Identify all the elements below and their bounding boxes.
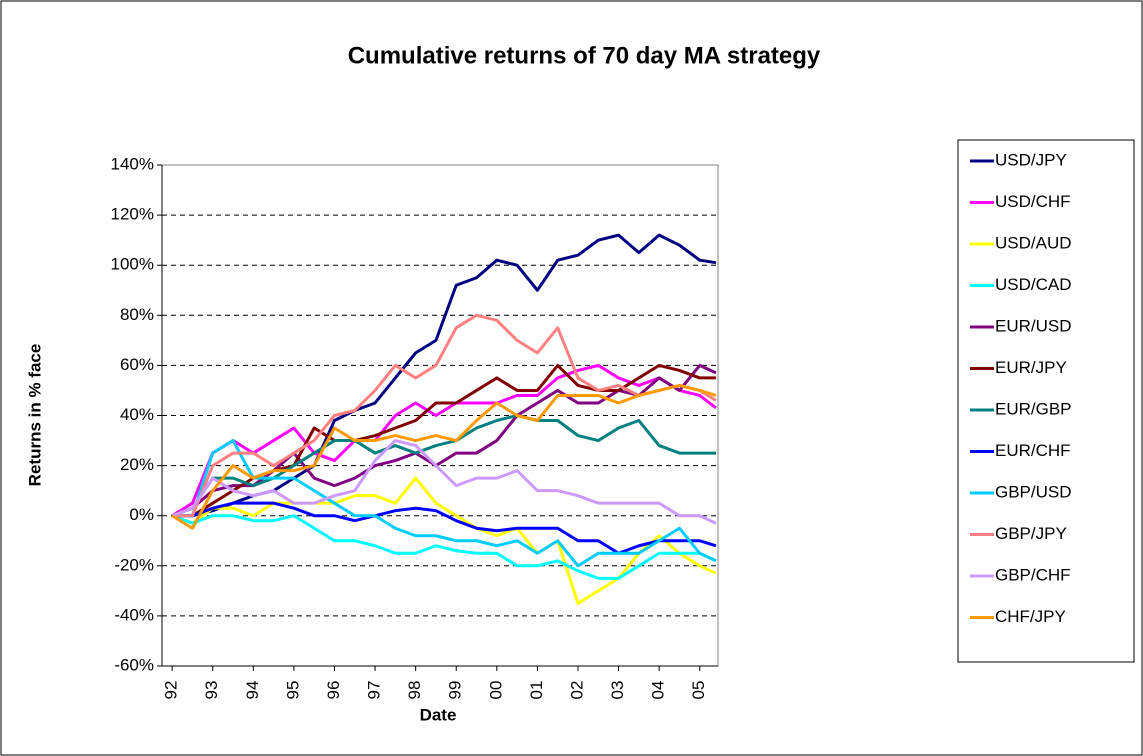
series-line <box>171 414 716 518</box>
x-tick-label: 96 <box>324 681 343 700</box>
series-line <box>171 439 717 525</box>
series-line <box>171 363 717 517</box>
legend-label: CHF/JPY <box>995 607 1066 626</box>
x-tick-label: 97 <box>365 681 384 700</box>
x-tick-label: 92 <box>162 681 181 700</box>
x-tick-label: 95 <box>283 681 302 700</box>
legend-label: USD/JPY <box>995 150 1067 169</box>
y-tick-label: 140% <box>111 154 154 173</box>
series-line <box>171 476 717 605</box>
x-tick-label: 00 <box>486 681 505 700</box>
y-tick-label: -60% <box>114 655 154 674</box>
y-tick-label: 60% <box>120 355 154 374</box>
y-tick-label: 20% <box>120 455 154 474</box>
y-tick-label: 100% <box>111 255 154 274</box>
legend-label: GBP/JPY <box>995 524 1067 543</box>
x-tick-label: 98 <box>405 681 424 700</box>
x-tick-label: 04 <box>649 681 668 700</box>
series-line <box>172 501 717 555</box>
legend-label: GBP/USD <box>995 482 1072 501</box>
series-line <box>171 514 717 580</box>
x-tick-label: 01 <box>527 681 546 700</box>
legend-label: USD/CHF <box>995 192 1071 211</box>
legend-label: EUR/GBP <box>995 399 1072 418</box>
y-tick-label: 0% <box>129 505 154 524</box>
y-tick-label: -20% <box>114 555 154 574</box>
y-tick-label: 120% <box>111 205 154 224</box>
legend-label: EUR/CHF <box>995 441 1071 460</box>
legend-label: GBP/CHF <box>995 565 1071 584</box>
x-tick-label: 05 <box>689 681 708 700</box>
series-line <box>171 383 717 530</box>
series-line <box>172 313 717 518</box>
x-tick-label: 99 <box>446 681 465 700</box>
chart-title: Cumulative returns of 70 day MA strategy <box>348 42 821 69</box>
y-tick-label: 40% <box>120 405 154 424</box>
x-tick-label: 03 <box>608 681 627 700</box>
legend-label: USD/CAD <box>995 275 1072 294</box>
y-tick-label: 80% <box>120 305 154 324</box>
x-axis-label: Date <box>420 705 457 724</box>
x-tick-label: 93 <box>202 681 221 700</box>
legend-label: EUR/JPY <box>995 358 1067 377</box>
legend-label: EUR/USD <box>995 316 1072 335</box>
y-axis-label: Returns in % face <box>25 344 44 487</box>
y-tick-label: -40% <box>114 605 154 624</box>
x-tick-label: 94 <box>243 681 262 700</box>
legend-label: USD/AUD <box>995 233 1072 252</box>
series-line <box>172 439 717 568</box>
x-tick-label: 02 <box>567 681 586 700</box>
